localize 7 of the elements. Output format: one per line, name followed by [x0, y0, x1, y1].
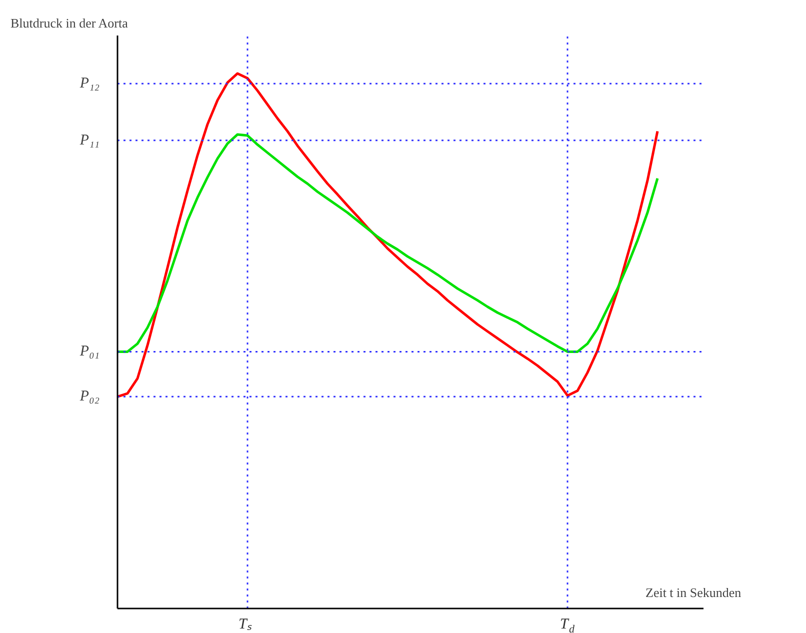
ref-line-label: P₁₂: [78, 76, 100, 92]
y-axis-title: Blutdruck in der Aorta: [10, 16, 128, 30]
ref-line-label: P₀₂: [78, 388, 100, 405]
ref-line-label: P₀₁: [78, 344, 100, 360]
ref-line-label: P₁₁: [78, 132, 100, 148]
x-axis-title: Zeit t in Sekunden: [646, 585, 742, 600]
x-tick-label: Tₛ: [238, 616, 252, 632]
